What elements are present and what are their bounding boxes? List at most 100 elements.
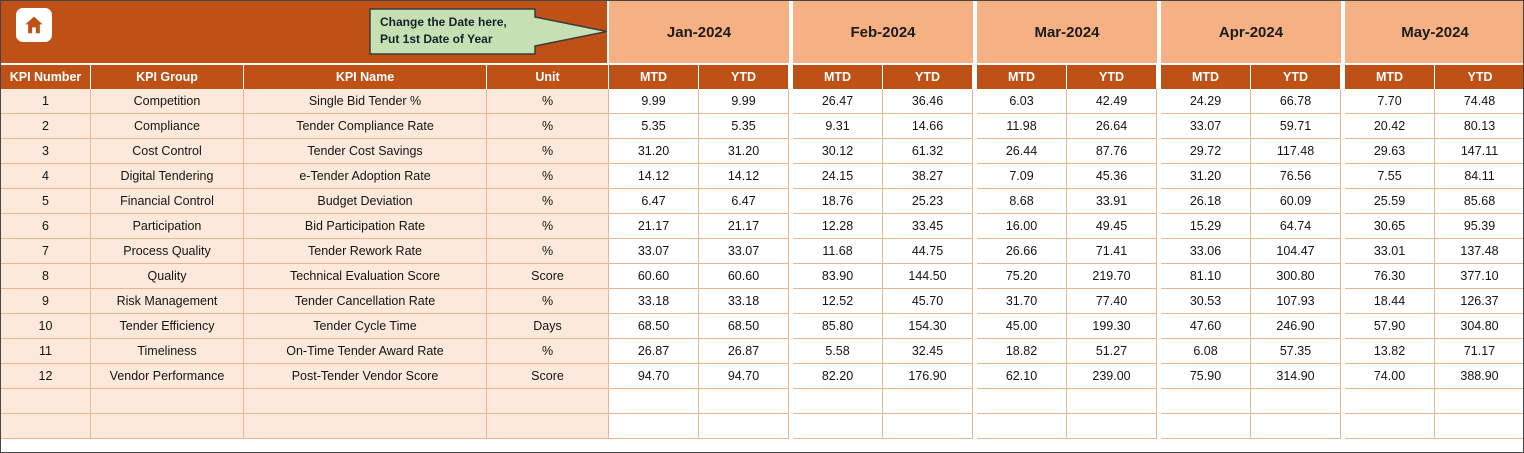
month-gap: [1157, 164, 1161, 189]
empty-cell: [1161, 414, 1251, 439]
kpi-group-cell: Quality: [91, 264, 244, 289]
month-gap: [1341, 164, 1345, 189]
kpi-name-cell: Tender Cycle Time: [244, 314, 487, 339]
kpi-name-cell: On-Time Tender Award Rate: [244, 339, 487, 364]
kpi-value-cell: 77.40: [1067, 289, 1157, 314]
empty-cell: [977, 414, 1067, 439]
kpi-name-cell: e-Tender Adoption Rate: [244, 164, 487, 189]
kpi-value-cell: 24.29: [1161, 89, 1251, 114]
month-gap: [973, 264, 977, 289]
empty-cell: [91, 414, 244, 439]
month-gap: [789, 239, 793, 264]
kpi-value-cell: 117.48: [1251, 139, 1341, 164]
kpi-value-cell: 26.44: [977, 139, 1067, 164]
kpi-value-cell: 30.12: [793, 139, 883, 164]
kpi-value-cell: 51.27: [1067, 339, 1157, 364]
kpi-value-cell: 45.70: [883, 289, 973, 314]
kpi-value-cell: 49.45: [1067, 214, 1157, 239]
month-gap: [789, 214, 793, 239]
kpi-value-cell: 80.13: [1435, 114, 1523, 139]
empty-cell: [1067, 414, 1157, 439]
kpi-value-cell: 33.18: [699, 289, 789, 314]
kpi-value-cell: 21.17: [609, 214, 699, 239]
kpi-value-cell: 30.65: [1345, 214, 1435, 239]
kpi-value-cell: 26.66: [977, 239, 1067, 264]
kpi-value-cell: 36.46: [883, 89, 973, 114]
month-gap: [973, 389, 977, 414]
kpi-value-cell: 11.98: [977, 114, 1067, 139]
kpi-value-cell: 81.10: [1161, 264, 1251, 289]
kpi-group-cell: Vendor Performance: [91, 364, 244, 389]
kpi-value-cell: 14.12: [699, 164, 789, 189]
kpi-value-cell: 300.80: [1251, 264, 1341, 289]
kpi-group-cell: Competition: [91, 89, 244, 114]
month-header-cell[interactable]: Apr-2024: [1161, 1, 1341, 63]
kpi-value-cell: 45.36: [1067, 164, 1157, 189]
kpi-value-cell: 20.42: [1345, 114, 1435, 139]
month-header-row: Jan-2024 Feb-2024 Mar-2024 Apr-2024 May-…: [609, 1, 1523, 63]
home-icon: [25, 16, 43, 34]
kpi-value-cell: 31.20: [1161, 164, 1251, 189]
month-gap: [1157, 339, 1161, 364]
month-gap: [973, 339, 977, 364]
kpi-value-cell: 8.68: [977, 189, 1067, 214]
month-header-cell[interactable]: Feb-2024: [793, 1, 973, 63]
empty-cell: [977, 389, 1067, 414]
kpi-name-cell: Budget Deviation: [244, 189, 487, 214]
kpi-value-cell: 147.11: [1435, 139, 1523, 164]
home-button[interactable]: [16, 8, 52, 42]
month-gap: [1157, 114, 1161, 139]
month-gap: [1341, 314, 1345, 339]
kpi-value-cell: 304.80: [1435, 314, 1523, 339]
kpi-name-cell: Bid Participation Rate: [244, 214, 487, 239]
kpi-value-cell: 377.10: [1435, 264, 1523, 289]
kpi-value-cell: 68.50: [609, 314, 699, 339]
month-gap: [1341, 264, 1345, 289]
col-header-ytd: YTD: [1251, 65, 1341, 89]
month-header-cell[interactable]: Jan-2024: [609, 1, 789, 63]
month-gap: [789, 164, 793, 189]
kpi-number-cell: 5: [1, 189, 91, 214]
empty-cell: [609, 389, 699, 414]
header-gap: [1157, 65, 1161, 89]
kpi-unit-cell: Score: [487, 364, 609, 389]
kpi-unit-cell: %: [487, 114, 609, 139]
kpi-value-cell: 314.90: [1251, 364, 1341, 389]
col-header-kpi-name: KPI Name: [244, 65, 487, 89]
kpi-unit-cell: %: [487, 339, 609, 364]
month-gap: [1341, 114, 1345, 139]
kpi-value-cell: 26.47: [793, 89, 883, 114]
month-gap: [1157, 314, 1161, 339]
month-gap: [973, 164, 977, 189]
month-gap: [1341, 239, 1345, 264]
kpi-value-cell: 6.47: [699, 189, 789, 214]
callout-arrow-shape: [369, 8, 608, 55]
month-gap: [1341, 289, 1345, 314]
kpi-value-cell: 95.39: [1435, 214, 1523, 239]
month-gap: [973, 289, 977, 314]
month-gap: [973, 239, 977, 264]
kpi-value-cell: 76.30: [1345, 264, 1435, 289]
kpi-value-cell: 126.37: [1435, 289, 1523, 314]
kpi-value-cell: 64.74: [1251, 214, 1341, 239]
kpi-value-cell: 14.66: [883, 114, 973, 139]
kpi-value-cell: 13.82: [1345, 339, 1435, 364]
kpi-value-cell: 45.00: [977, 314, 1067, 339]
kpi-value-cell: 68.50: [699, 314, 789, 339]
kpi-value-cell: 18.76: [793, 189, 883, 214]
kpi-value-cell: 25.23: [883, 189, 973, 214]
kpi-unit-cell: %: [487, 214, 609, 239]
empty-cell: [91, 389, 244, 414]
empty-cell: [1435, 389, 1523, 414]
kpi-value-cell: 62.10: [977, 364, 1067, 389]
month-gap: [1341, 189, 1345, 214]
kpi-value-cell: 75.20: [977, 264, 1067, 289]
month-header-cell[interactable]: May-2024: [1345, 1, 1523, 63]
kpi-name-cell: Tender Cost Savings: [244, 139, 487, 164]
kpi-group-cell: Cost Control: [91, 139, 244, 164]
month-header-cell[interactable]: Mar-2024: [977, 1, 1157, 63]
kpi-value-cell: 57.35: [1251, 339, 1341, 364]
empty-cell: [793, 414, 883, 439]
month-gap: [789, 89, 793, 114]
kpi-number-cell: 1: [1, 89, 91, 114]
